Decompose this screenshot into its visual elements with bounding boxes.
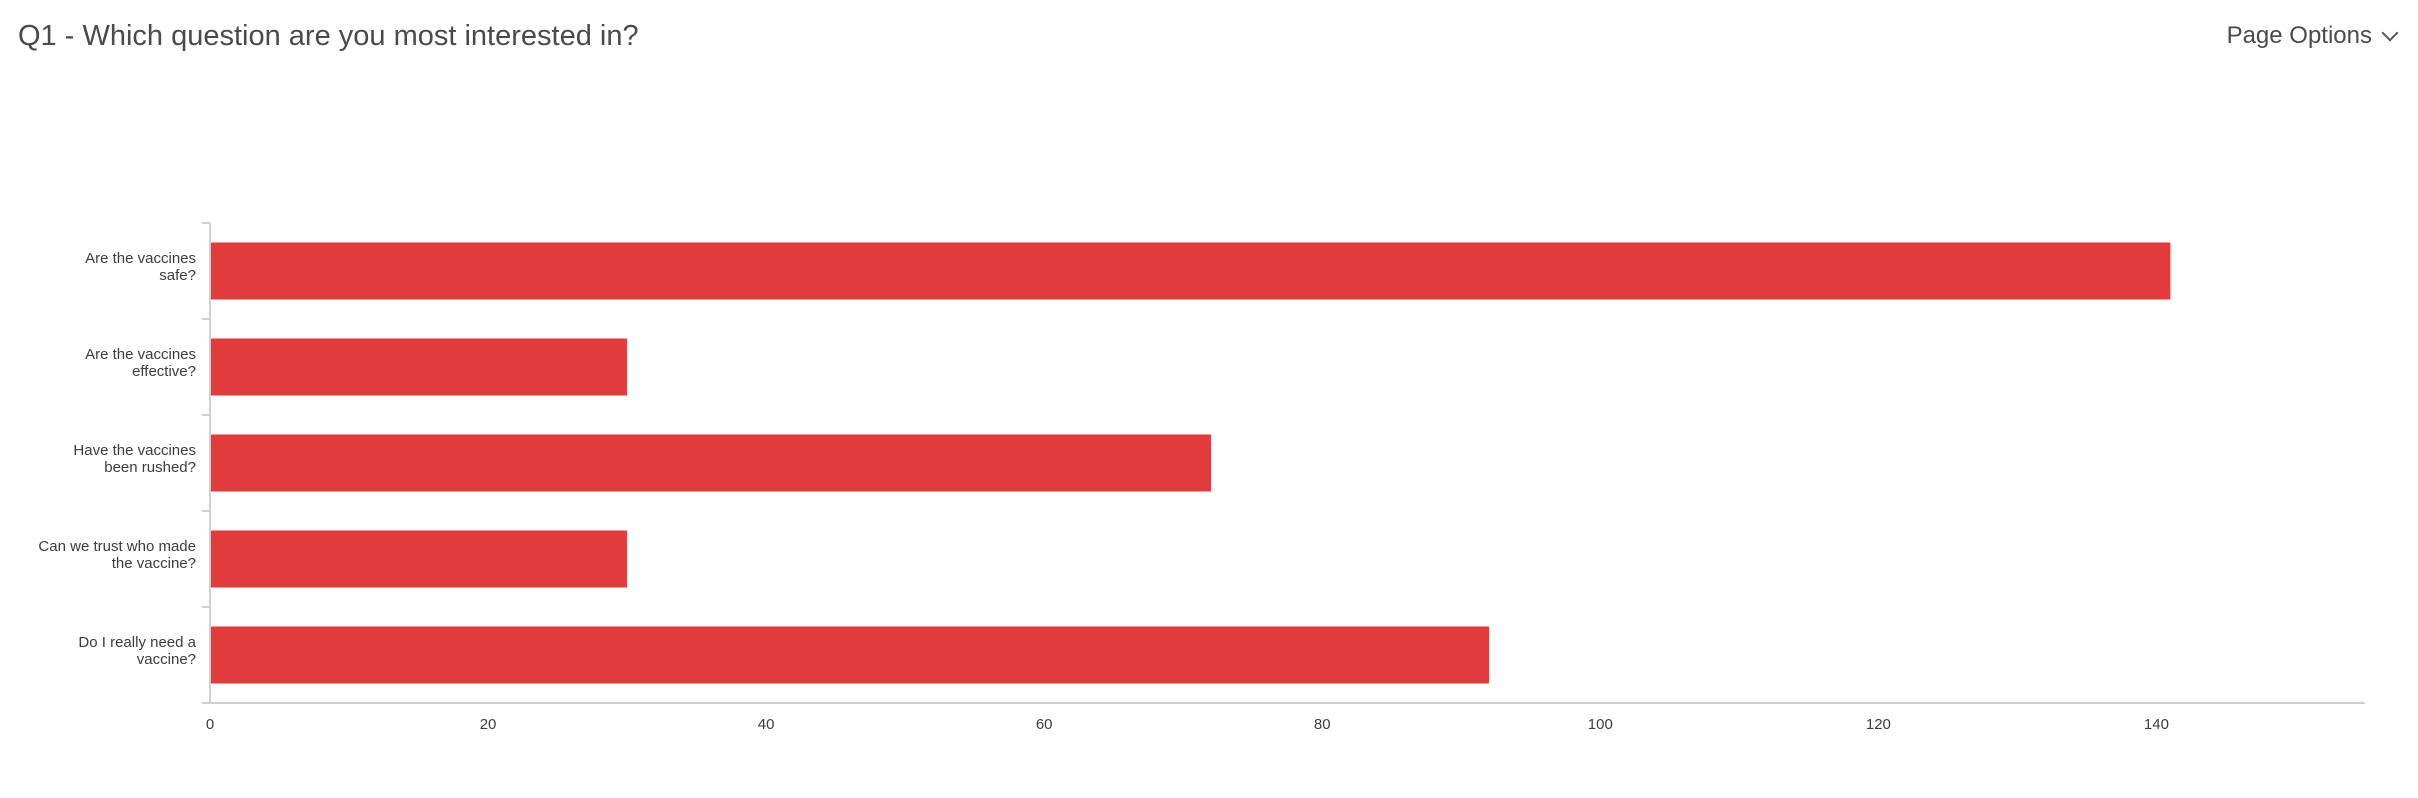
category-label: Are the vaccines safe? bbox=[85, 250, 196, 284]
bar[interactable] bbox=[211, 434, 1212, 492]
x-tick-label: 120 bbox=[1866, 716, 1891, 733]
x-tick-label: 40 bbox=[758, 716, 775, 733]
bar[interactable] bbox=[211, 242, 2171, 300]
x-tick-label: 140 bbox=[2144, 716, 2169, 733]
x-tick-label: 80 bbox=[1314, 716, 1331, 733]
x-tick-label: 100 bbox=[1588, 716, 1613, 733]
bar[interactable] bbox=[211, 626, 1490, 684]
category-label: Can we trust who made the vaccine? bbox=[38, 538, 196, 572]
x-tick-label: 20 bbox=[480, 716, 497, 733]
x-tick-label: 60 bbox=[1036, 716, 1053, 733]
x-tick-label: 0 bbox=[206, 716, 214, 733]
category-label: Are the vaccines effective? bbox=[85, 346, 196, 380]
category-label: Do I really need a vaccine? bbox=[78, 634, 196, 668]
page-title: Q1 - Which question are you most interes… bbox=[18, 20, 639, 52]
bar[interactable] bbox=[211, 338, 628, 396]
bar[interactable] bbox=[211, 530, 628, 588]
category-label: Have the vaccines been rushed? bbox=[73, 442, 196, 476]
page-options-button[interactable]: Page Options bbox=[2226, 22, 2399, 50]
page-options-label: Page Options bbox=[2226, 22, 2372, 49]
